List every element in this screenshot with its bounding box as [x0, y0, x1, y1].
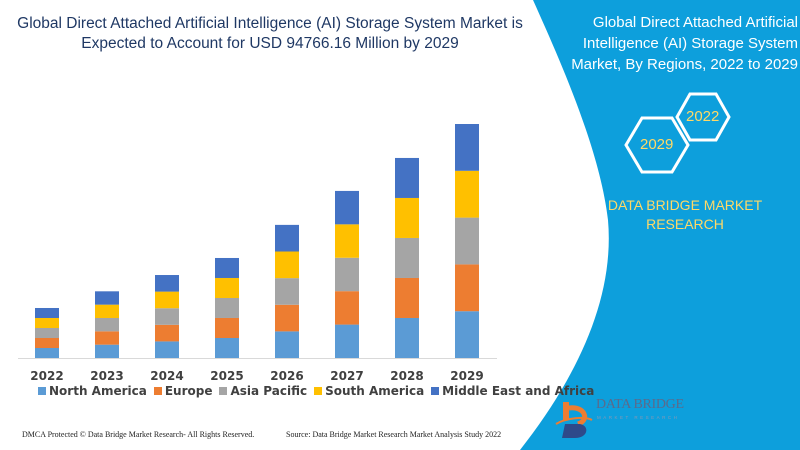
bar-2026-north-america [275, 331, 299, 358]
bar-2024-middle-east-and-africa [155, 275, 179, 292]
bar-2028-middle-east-and-africa [395, 157, 419, 198]
bar-2024-europe [155, 324, 179, 342]
bar-2027-europe [335, 291, 359, 325]
x-tick-label: 2023 [90, 369, 123, 383]
legend-label: South America [325, 384, 425, 398]
x-tick-label: 2029 [450, 369, 483, 383]
hex-2029 [624, 116, 690, 174]
footer-copyright: DMCA Protected © Data Bridge Market Rese… [22, 430, 255, 439]
bar-2023-europe [95, 331, 119, 345]
legend-swatch [153, 387, 162, 395]
bar-2028-south-america [395, 197, 419, 238]
bar-2027-asia-pacific [335, 257, 359, 292]
x-tick-label: 2025 [210, 369, 243, 383]
legend-item: South America [314, 384, 424, 398]
bar-2026-europe [275, 304, 299, 332]
bar-2025-north-america [215, 337, 239, 358]
legend-label: Asia Pacific [230, 384, 308, 398]
bar-2023-north-america [95, 344, 119, 358]
logo-icon [555, 402, 593, 438]
bar-2027-north-america [335, 324, 359, 358]
bar-2029-middle-east-and-africa [455, 124, 479, 171]
bar-2022-europe [35, 337, 59, 348]
x-tick-label: 2028 [390, 369, 423, 383]
legend-swatch [219, 387, 228, 395]
legend: North America Europe Asia Pacific South Ame… [38, 384, 594, 398]
bar-2024-south-america [155, 291, 179, 309]
legend-swatch [431, 387, 440, 395]
x-tick-label: 2024 [150, 369, 183, 383]
bar-2026-middle-east-and-africa [275, 224, 299, 252]
logo-text: DATA BRIDGE [596, 397, 684, 412]
bar-2024-north-america [155, 341, 179, 358]
bar-2023-south-america [95, 304, 119, 318]
bar-2029-south-america [455, 170, 479, 218]
stacked-bar-chart: 2022 2023 2024 2025 2026 2027 2028 2029 [18, 124, 497, 383]
bar-2026-asia-pacific [275, 278, 299, 305]
x-tick-label: 2027 [330, 369, 363, 383]
bar-2028-europe [395, 277, 419, 318]
bar-2022-middle-east-and-africa [35, 307, 59, 318]
footer-source: Source: Data Bridge Market Research Mark… [286, 430, 502, 439]
hex-label-end: 2029 [640, 136, 674, 153]
legend-item: Middle East and Africa [431, 384, 594, 398]
bar-2024-asia-pacific [155, 308, 179, 325]
side-panel-shape [520, 0, 800, 450]
bar-2025-middle-east-and-africa [215, 257, 239, 278]
bar-2027-middle-east-and-africa [335, 190, 359, 225]
bar-2026-south-america [275, 251, 299, 279]
bar-2029-asia-pacific [455, 217, 479, 265]
bar-2022-south-america [35, 317, 59, 328]
bar-2029-europe [455, 264, 479, 312]
side-panel-title: Global Direct Attached Artificial Intell… [571, 14, 798, 73]
hex-2022 [675, 92, 731, 142]
legend-swatch [38, 387, 46, 395]
legend-label: Europe [164, 384, 213, 398]
bar-2029-north-america [455, 311, 479, 358]
bar-2022-north-america [35, 347, 59, 358]
bar-2023-middle-east-and-africa [95, 291, 119, 305]
hex-label-start: 2022 [686, 108, 720, 125]
legend-label: Middle East and Africa [442, 384, 595, 398]
legend-swatch [314, 387, 323, 395]
bar-2028-asia-pacific [395, 237, 419, 278]
x-tick-label: 2022 [30, 369, 63, 383]
bar-2025-asia-pacific [215, 297, 239, 318]
chart-title: Global Direct Attached Artificial Intell… [17, 15, 523, 52]
bar-2023-asia-pacific [95, 317, 119, 332]
x-tick-label: 2026 [270, 369, 303, 383]
legend-item: Europe [153, 384, 213, 398]
brand-name: DATA BRIDGE MARKET RESEARCH [607, 197, 763, 232]
bar-2025-south-america [215, 277, 239, 298]
legend-label: North America [49, 384, 147, 398]
legend-item: North America [38, 384, 147, 398]
logo-subtext: MARKET RESEARCH [597, 415, 680, 420]
bar-2028-north-america [395, 317, 419, 358]
bar-2022-asia-pacific [35, 327, 59, 338]
bar-2025-europe [215, 317, 239, 338]
legend-item: Asia Pacific [219, 384, 307, 398]
bar-2027-south-america [335, 224, 359, 258]
